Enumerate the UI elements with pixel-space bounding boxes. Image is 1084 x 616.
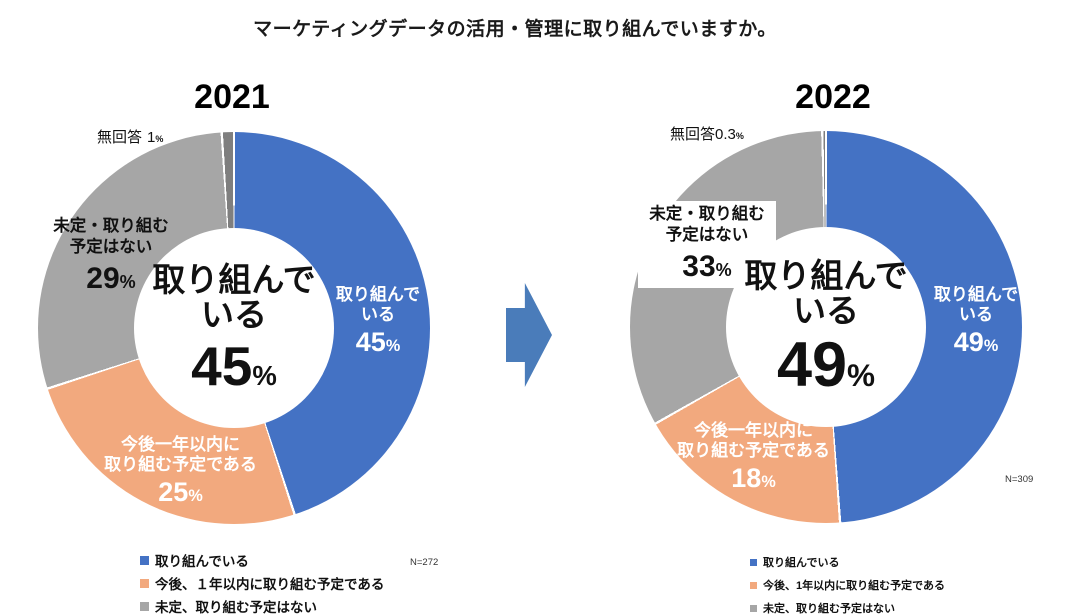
legend-swatch-undecided-icon <box>750 604 757 612</box>
chart-2022-section: 2022 未定・取り組む 予定はない 33% 取り組んで いる 49% 取り組ん… <box>542 60 1084 615</box>
legend-2022: 取り組んでいる 今後、1年以内に取り組む予定である 未定、取り組む予定はない <box>750 554 945 616</box>
segment-label-working-2022: 取り組んで いる 49% <box>933 285 1019 358</box>
legend-swatch-working-icon <box>140 555 149 565</box>
sample-size-2022: N=309 <box>1005 474 1034 485</box>
legend-item-planning: 今後、1年以内に取り組む予定である <box>750 577 945 593</box>
chart-2021-year-label: 2021 <box>194 78 270 116</box>
legend-item-undecided: 未定、取り組む予定はない <box>750 600 945 616</box>
legend-2021: 取り組んでいる 今後、１年以内に取り組む予定である 未定、取り組む予定はない <box>140 550 384 616</box>
donut-ring-2022: 未定・取り組む 予定はない 33% 取り組んで いる 49% 取り組んで いる … <box>630 131 1022 523</box>
legend-swatch-planning-icon <box>750 581 757 589</box>
segment-label-planning-2021: 今後一年以内に 取り組む予定である 25% <box>104 435 257 508</box>
legend-item-undecided: 未定、取り組む予定はない <box>140 596 384 616</box>
donut-center-2021: 取り組んで いる 45% <box>134 228 334 428</box>
legend-swatch-undecided-icon <box>140 601 149 611</box>
segment-label-planning-2022: 今後一年以内に 取り組む予定である 18% <box>677 421 830 494</box>
page-title: マーケティングデータの活用・管理に取り組んでいますか。 <box>253 19 777 40</box>
segment-label-no-answer-2022: 無回答0.3% <box>670 126 744 143</box>
legend-swatch-working-icon <box>750 558 757 566</box>
legend-item-planning: 今後、１年以内に取り組む予定である <box>140 573 384 593</box>
legend-swatch-planning-icon <box>140 578 149 588</box>
segment-label-no-answer-2021: 無回答 1% <box>97 129 164 146</box>
chart-2022-year-label: 2022 <box>795 78 871 116</box>
legend-item-working: 取り組んでいる <box>140 550 384 570</box>
donut-center-2022: 取り組んで いる 49% <box>726 227 926 427</box>
donut-ring-2021: 未定・取り組む 予定はない 29% 取り組んで いる 45% 取り組んで いる … <box>38 132 430 524</box>
legend-item-working: 取り組んでいる <box>750 554 945 570</box>
chart-2021-section: 2021 未定・取り組む 予定はない 29% 取り組んで いる 45% 取り組ん… <box>0 60 542 615</box>
sample-size-2021: N=272 <box>410 557 439 568</box>
segment-label-undecided-2021: 未定・取り組む 予定はない 29% <box>53 217 169 295</box>
segment-label-working-2021: 取り組んで いる 45% <box>335 285 421 358</box>
